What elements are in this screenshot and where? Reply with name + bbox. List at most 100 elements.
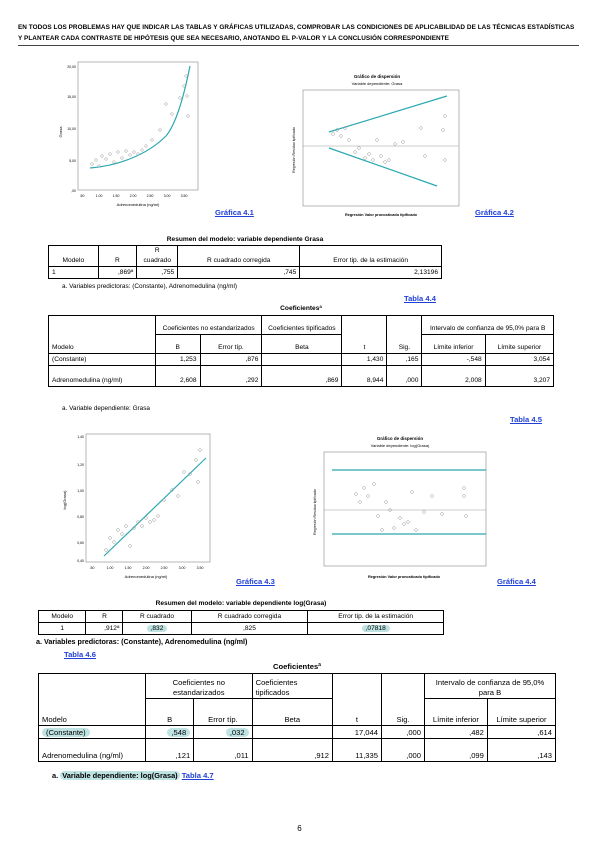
link-tabla-4-6[interactable]: Tabla 4.6 [64, 650, 96, 659]
link-grafica-4-1[interactable]: Gráfica 4.1 [215, 208, 254, 217]
table-coefficients-grasa: Modelo Coeficientes no estandarizados Co… [48, 315, 555, 387]
cell: ,825 [190, 622, 309, 635]
link-grafica-4-3[interactable]: Gráfica 4.3 [236, 577, 275, 586]
col-header-coef: Coeficientes no estandarizados [154, 315, 263, 335]
highlight-error: ,07818 [361, 625, 390, 632]
cell: 2,608 [155, 365, 201, 387]
y-tick: 1,20 [77, 463, 84, 467]
cell: 2,008 [421, 365, 486, 387]
highlight-constante: (Constante) [42, 728, 90, 737]
cell: ,000 [380, 738, 425, 762]
data-points [354, 482, 468, 532]
cell: ,869 [261, 365, 343, 387]
col-header-ic: Intervalo de confianza de 95,0% para B [421, 315, 554, 335]
table-4-7-title: Coeficientesª [273, 662, 321, 671]
note-prefix: a. [52, 771, 59, 780]
y-axis-label: Regresión Residuo tipificado [292, 127, 296, 173]
table-4-4-title: Resumen del modelo: variable dependiente… [166, 236, 324, 243]
col-header-b: B [144, 698, 195, 726]
table-row: (Constante) 1,253 ,876 1,430 ,165 -,548 … [48, 353, 555, 366]
table-row: Adrenomedulina (ng/ml) 2,608 ,292 ,869 8… [48, 365, 555, 387]
x-axis-label: Adrenomedulina (ng/ml) [117, 202, 160, 207]
fit-line [103, 457, 207, 557]
lower-bound-line [328, 147, 438, 187]
cell: ,614 [486, 725, 557, 739]
x-axis-label: Regresión Valor pronosticado tipificado [368, 575, 441, 579]
table-4-7-note: a. Variable dependiente: log(Grasa) Tabl… [52, 771, 214, 780]
chart-grasa-scatter: 20,00 15,00 10,00 5,00 ,00 Grasa .50 1.0… [56, 56, 204, 214]
upper-bound-line [328, 95, 448, 133]
table-coefficients-loggrasa: Modelo Coeficientes no estandarizados Co… [38, 673, 557, 762]
x-tick: 3.50 [181, 194, 188, 198]
cell: ,876 [199, 353, 263, 366]
y-tick: 15,00 [67, 95, 76, 99]
cell: ,745 [177, 266, 301, 279]
col-header-sup: Límite superior [484, 334, 555, 354]
cell: 1 [37, 622, 87, 635]
cell [251, 725, 333, 739]
data-points [90, 74, 190, 168]
col-header-coef: Coeficientes no estandarizados [145, 673, 253, 699]
link-grafica-4-2[interactable]: Gráfica 4.2 [475, 208, 514, 217]
x-tick: 2.50 [161, 566, 168, 570]
y-axis-label: log(Grasa) [62, 490, 67, 510]
cell [261, 353, 343, 366]
fit-curve [89, 65, 191, 169]
y-tick: ,00 [71, 189, 76, 193]
highlight-r2: ,832 [146, 625, 168, 632]
col-header: R cuadrado [122, 610, 192, 623]
cell: ,482 [423, 725, 488, 739]
x-tick: 3.50 [197, 566, 204, 570]
col-header-t: t [341, 315, 388, 354]
link-tabla-4-5[interactable]: Tabla 4.5 [510, 415, 542, 424]
data-points [331, 114, 447, 164]
col-header: R cuadrado [136, 245, 179, 267]
col-header-tipificados: Coeficientes tipificados [251, 673, 333, 699]
cell: 1,430 [341, 353, 388, 366]
col-header: Modelo [48, 245, 99, 267]
col-header-sig: Sig. [386, 315, 423, 354]
col-header-inf: Límite inferior [423, 698, 488, 726]
link-tabla-4-4[interactable]: Tabla 4.4 [404, 294, 436, 303]
x-tick: 2.00 [130, 194, 137, 198]
cell: (Constante) [48, 353, 156, 366]
x-tick: 1.00 [107, 566, 114, 570]
y-axis-label: Regresión Residuo tipificado [313, 489, 317, 535]
table-row: 1 ,869ª ,755 ,745 2,13196 [48, 266, 442, 279]
link-tabla-4-7[interactable]: Tabla 4.7 [181, 771, 214, 780]
col-header-b: B [155, 334, 201, 354]
link-grafica-4-4[interactable]: Gráfica 4.4 [497, 577, 536, 586]
table-model-summary-grasa: Modelo R R cuadrado R cuadrado corregida… [48, 245, 442, 279]
col-header-err: Error típ. [193, 698, 253, 726]
x-axis-label: Regresión Valor pronosticado tipificado [345, 213, 418, 217]
table-row: 1 ,912ª ,832 ,825 ,07818 [37, 622, 444, 635]
col-header: R cuadrado corregida [177, 245, 301, 267]
table-row: (Constante) ,548 ,032 17,044 ,000 ,482 ,… [38, 725, 557, 739]
y-tick: 10,00 [67, 127, 76, 131]
cell: ,121 [144, 738, 195, 762]
y-tick: 0,80 [77, 515, 84, 519]
col-header: R [85, 610, 124, 623]
table-row: Adrenomedulina (ng/ml) ,121 ,011 ,912 11… [38, 738, 557, 762]
col-header-sup: Límite superior [486, 698, 557, 726]
cell: ,165 [386, 353, 423, 366]
x-tick: .50 [80, 194, 85, 198]
cell: 11,335 [331, 738, 382, 762]
chart-title: Gráfico de dispersión [354, 74, 401, 79]
col-header-t: t [331, 673, 382, 726]
x-tick: 1.50 [125, 566, 132, 570]
cell: ,000 [386, 365, 423, 387]
col-header-modelo: Modelo [48, 315, 156, 354]
cell: ,912ª [85, 622, 124, 635]
cell: 8,944 [341, 365, 388, 387]
y-tick: 5,00 [69, 159, 76, 163]
y-tick: 1,00 [77, 489, 84, 493]
chart-loggrasa-scatter: 1,40 1,20 1,00 0,80 0,60 0,40 log(Grasa)… [56, 430, 216, 580]
x-tick: 3.00 [179, 566, 186, 570]
cell: ,755 [136, 266, 179, 279]
highlight-b0: ,548 [167, 728, 191, 737]
cell: 1 [48, 266, 99, 279]
table-header-row: Modelo R R cuadrado R cuadrado corregida… [48, 245, 442, 267]
y-tick: 1,40 [77, 435, 84, 439]
chart-residuals-grasa: Gráfico de dispersión Variable dependien… [285, 70, 467, 220]
